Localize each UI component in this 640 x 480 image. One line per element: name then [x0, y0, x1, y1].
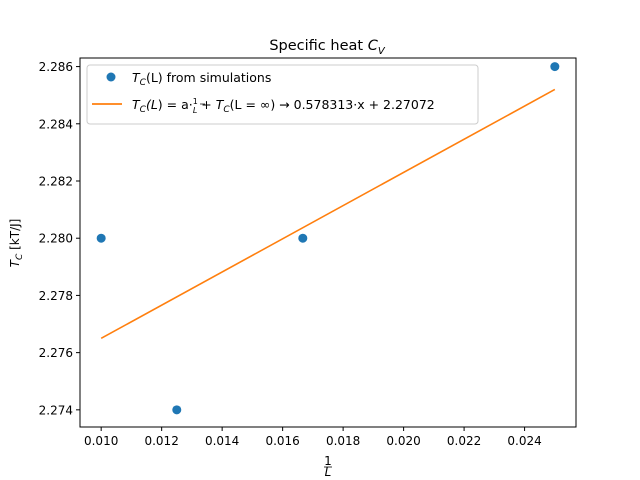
x-tick-label: 0.014 — [205, 434, 239, 448]
legend-fit-mid2: + — [197, 97, 215, 112]
x-tick-label: 0.020 — [386, 434, 420, 448]
y-axis-label: TC [kT/J] — [8, 219, 25, 268]
legend-fit-subscript2: C — [223, 105, 230, 115]
x-axis-label-numerator: 1 — [324, 454, 332, 468]
x-tick-label: 0.022 — [447, 434, 481, 448]
legend-marker-scatter — [106, 72, 116, 82]
chart-title-main: Specific heat — [269, 38, 367, 54]
legend-box — [86, 64, 479, 125]
legend-fit-mid1: (L — [146, 97, 158, 112]
legend-fit-symbol2: T — [216, 97, 225, 112]
y-tick-label: 2.276 — [39, 346, 73, 360]
x-tick-label: 0.012 — [144, 434, 178, 448]
legend-scatter-rest: (L) from simulations — [146, 70, 271, 85]
y-axis-label-subscript: C — [15, 253, 25, 260]
x-tick-label: 0.018 — [326, 434, 360, 448]
legend-label-fit: TC(L) = a·1 L + TC(L = ∞) → 0.578313·x + … — [132, 97, 435, 115]
y-tick-label: 2.280 — [39, 232, 73, 246]
x-tick-label: 0.010 — [84, 434, 118, 448]
y-tick-label: 2.274 — [39, 403, 73, 417]
legend-fit-symbol: T — [132, 97, 141, 112]
legend-fit-mid3: (L = ∞) → 0.578313·x + 2.27072 — [230, 97, 435, 112]
x-tick-label: 0.016 — [265, 434, 299, 448]
plot-series — [96, 62, 560, 415]
chart-title-subscript: V — [378, 46, 386, 57]
data-point — [550, 62, 560, 72]
y-axis-ticks: 2.274 2.276 2.278 2.280 2.282 2.284 2.286 — [39, 60, 80, 417]
y-tick-label: 2.286 — [39, 60, 73, 74]
data-point — [96, 233, 106, 243]
y-tick-label: 2.284 — [39, 117, 73, 131]
y-tick-label: 2.282 — [39, 175, 73, 189]
x-axis-ticks: 0.010 0.012 0.014 0.016 0.018 0.020 0.022 0.024 — [84, 427, 542, 448]
legend-scatter-subscript: C — [140, 78, 147, 88]
fit-line — [100, 88, 556, 340]
y-tick-label: 2.278 — [39, 289, 73, 303]
x-axis-label: 1 L — [324, 454, 332, 479]
chart-title: Specific heat CV — [269, 38, 385, 57]
data-point — [172, 405, 182, 415]
x-tick-label: 0.024 — [507, 434, 541, 448]
chart-title-symbol: C — [368, 38, 379, 54]
x-axis-label-denominator: L — [325, 465, 332, 479]
legend-fit-frac-den: L — [193, 106, 197, 115]
y-axis-label-unit: [kT/J] — [8, 219, 22, 254]
legend-label-scatter: TC(L) from simulations — [132, 70, 271, 88]
legend-fit-mid1b: ) = a· — [158, 97, 193, 112]
y-axis-label-symbol: T — [8, 258, 22, 267]
legend-scatter-symbol: T — [132, 70, 141, 85]
legend: TC(L) from simulations TC(L) = a·1 L + TC… — [86, 64, 479, 125]
legend-fit-subscript: C — [140, 105, 147, 115]
legend-fit-frac-num: 1 — [193, 97, 198, 106]
plot-frame — [79, 57, 577, 428]
data-point — [298, 233, 308, 243]
